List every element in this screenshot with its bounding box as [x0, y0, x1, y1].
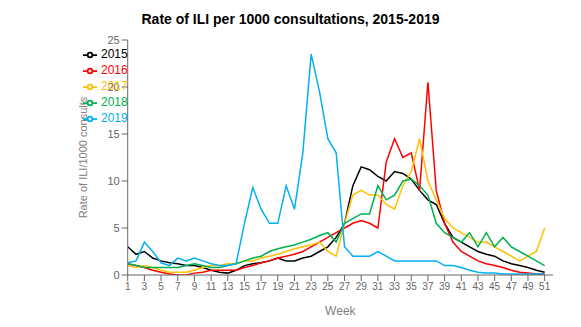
svg-text:27: 27 [339, 281, 351, 292]
svg-text:41: 41 [456, 281, 468, 292]
svg-text:25: 25 [107, 34, 119, 46]
svg-text:11: 11 [206, 281, 217, 292]
svg-text:37: 37 [422, 281, 434, 292]
svg-text:31: 31 [372, 281, 384, 292]
svg-text:29: 29 [356, 281, 368, 292]
svg-text:9: 9 [192, 281, 198, 292]
svg-text:Rate of ILI/1000 consults: Rate of ILI/1000 consults [77, 96, 89, 218]
svg-text:Week: Week [325, 304, 356, 318]
svg-text:39: 39 [439, 281, 451, 292]
svg-text:10: 10 [107, 175, 119, 187]
svg-text:23: 23 [306, 281, 318, 292]
svg-text:5: 5 [114, 222, 120, 234]
svg-text:0: 0 [114, 269, 120, 281]
svg-text:21: 21 [289, 281, 301, 292]
svg-text:3: 3 [142, 281, 148, 292]
svg-text:51: 51 [539, 281, 551, 292]
svg-text:45: 45 [489, 281, 501, 292]
svg-text:20: 20 [107, 81, 119, 93]
svg-text:17: 17 [256, 281, 268, 292]
svg-text:35: 35 [406, 281, 418, 292]
svg-text:5: 5 [158, 281, 164, 292]
svg-text:13: 13 [222, 281, 234, 292]
svg-text:1: 1 [125, 281, 131, 292]
svg-text:15: 15 [239, 281, 251, 292]
svg-text:25: 25 [322, 281, 334, 292]
svg-text:33: 33 [389, 281, 401, 292]
svg-text:15: 15 [107, 128, 119, 140]
svg-text:19: 19 [272, 281, 284, 292]
svg-text:7: 7 [175, 281, 181, 292]
svg-text:49: 49 [522, 281, 534, 292]
svg-text:47: 47 [506, 281, 518, 292]
svg-text:43: 43 [472, 281, 484, 292]
